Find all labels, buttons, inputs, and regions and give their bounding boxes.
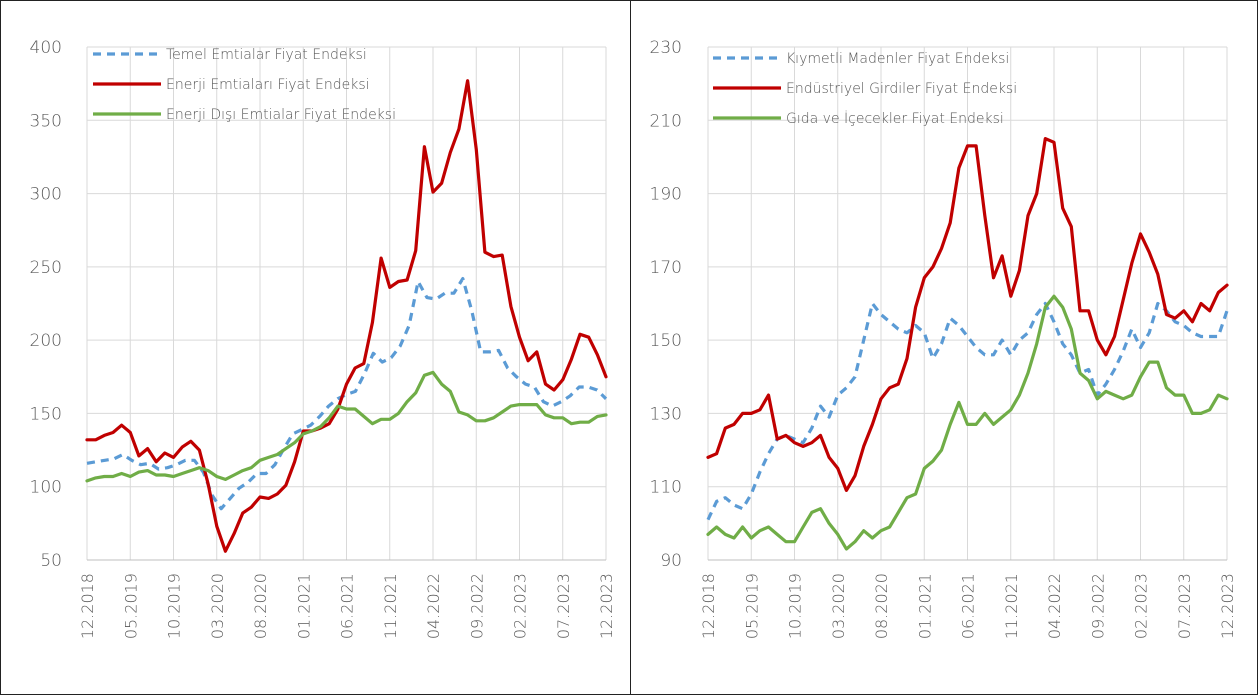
- series-line: [85, 370, 608, 483]
- y-tick-label: 110: [650, 478, 682, 498]
- x-tick-label: 02.2023: [1132, 573, 1151, 639]
- y-tick-label: 50: [40, 551, 62, 571]
- y-tick-label: 100: [30, 478, 62, 498]
- x-tick-label: 11.2021: [1002, 573, 1021, 639]
- y-tick-label: 300: [30, 185, 62, 205]
- legend-label: Temel Emtialar Fiyat Endeksi: [166, 47, 367, 63]
- y-tick-label: 230: [650, 38, 682, 58]
- legend-item: Enerji Dışı Emtialar Fiyat Endeksi: [93, 107, 396, 123]
- series-line: [706, 137, 1229, 492]
- legend-label: Endüstriyel Girdiler Fiyat Endeksi: [786, 81, 1017, 97]
- y-tick-label: 350: [30, 111, 62, 131]
- x-tick-label: 03.2020: [208, 573, 227, 639]
- chart-left: 50 100 150 200 250 300 350 400 12.2018 05.2019 10.…: [30, 38, 616, 639]
- legend-label: Gıda ve İçecekler Fiyat Endeksi: [786, 110, 1004, 127]
- legend-item: Kıymetli Madenler Fiyat Endeksi: [713, 51, 1009, 67]
- grid: [707, 46, 1228, 561]
- x-tick-label: 02.2023: [511, 573, 530, 639]
- x-tick-label: 07.2023: [1175, 573, 1194, 639]
- x-tick-label: 12.2023: [597, 573, 616, 639]
- y-tick-label: 150: [650, 331, 682, 351]
- y-tick-label: 170: [650, 258, 682, 278]
- y-tick-label: 130: [650, 404, 682, 424]
- y-tick-label: 200: [30, 331, 62, 351]
- x-tick-label: 08.2020: [251, 573, 270, 639]
- legend-item: Temel Emtialar Fiyat Endeksi: [93, 47, 367, 63]
- series-line: [85, 79, 608, 553]
- x-tick-label: 05.2019: [742, 573, 761, 639]
- y-tick-label: 250: [30, 258, 62, 278]
- x-tick-label: 06.2021: [338, 573, 357, 639]
- x-tick-label: 09.2022: [1088, 573, 1107, 639]
- series-line: [706, 294, 1229, 551]
- legend-label: Enerji Emtiaları Fiyat Endeksi: [166, 77, 370, 93]
- x-tick-label: 01.2021: [915, 573, 934, 639]
- grid: [86, 46, 607, 561]
- x-tick-label: 09.2022: [467, 573, 486, 639]
- y-tick-label: 210: [650, 111, 682, 131]
- x-tick-label: 11.2021: [381, 573, 400, 639]
- x-tick-label: 12.2023: [1218, 573, 1237, 639]
- panel-divider: [630, 0, 631, 695]
- legend-item: Endüstriyel Girdiler Fiyat Endeksi: [713, 81, 1017, 97]
- x-tick-label: 12.2018: [78, 573, 97, 639]
- x-tick-label: 04.2022: [1045, 573, 1064, 639]
- x-tick-label: 10.2019: [786, 573, 805, 639]
- x-tick-label: 10.2019: [165, 573, 184, 639]
- legend-item: Enerji Emtiaları Fiyat Endeksi: [93, 77, 370, 93]
- legend-label: Kıymetli Madenler Fiyat Endeksi: [786, 51, 1009, 67]
- x-tick-label: 01.2021: [294, 573, 313, 639]
- series-line: [706, 301, 1229, 521]
- y-tick-label: 150: [30, 404, 62, 424]
- x-tick-label: 05.2019: [121, 573, 140, 639]
- x-tick-label: 03.2020: [829, 573, 848, 639]
- x-tick-label: 12.2018: [699, 573, 718, 639]
- x-tick-label: 08.2020: [872, 573, 891, 639]
- legend-item: Gıda ve İçecekler Fiyat Endeksi: [713, 110, 1004, 127]
- y-tick-label: 400: [30, 38, 62, 58]
- x-tick-label: 07.2023: [554, 573, 573, 639]
- legend-label: Enerji Dışı Emtialar Fiyat Endeksi: [166, 107, 396, 123]
- x-tick-label: 04.2022: [424, 573, 443, 639]
- y-tick-label: 90: [660, 551, 682, 571]
- y-tick-label: 190: [650, 185, 682, 205]
- x-tick-label: 06.2021: [959, 573, 978, 639]
